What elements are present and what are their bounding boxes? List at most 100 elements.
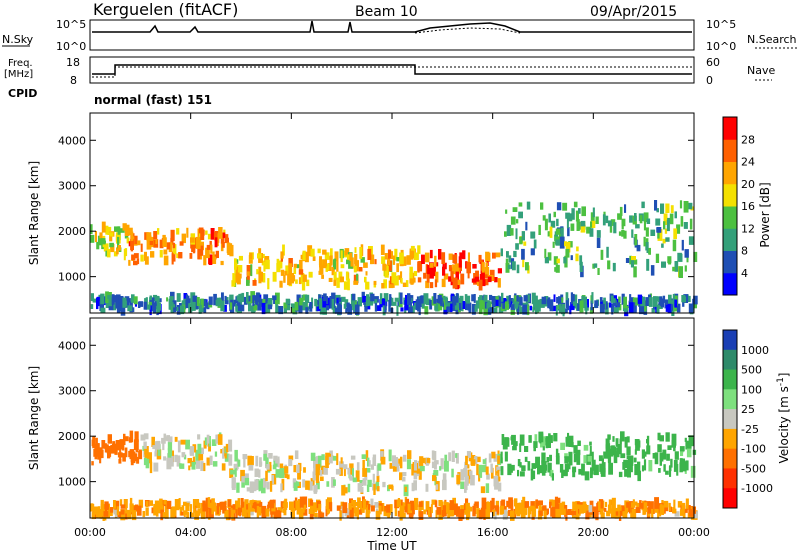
noise-search-line: [414, 27, 521, 34]
scatter-cell: [486, 302, 490, 309]
scatter-cell: [479, 300, 484, 310]
scatter-cell: [657, 229, 663, 241]
scatter-cell: [544, 256, 549, 264]
scatter-cell: [258, 266, 262, 275]
scatter-cell: [485, 483, 490, 493]
scatter-cell: [280, 483, 283, 493]
scatter-cell: [305, 307, 309, 314]
freq-right-label: Nave: [747, 64, 775, 77]
scatter-cell: [505, 258, 509, 266]
scatter-cell: [370, 254, 375, 265]
scatter-cell: [304, 251, 309, 263]
scatter-cell: [100, 293, 105, 305]
scatter-cell: [181, 505, 185, 511]
scatter-cell: [528, 435, 532, 443]
scatter-cell: [535, 500, 539, 506]
scatter-cell: [531, 463, 537, 469]
scatter-cell: [613, 307, 619, 313]
scatter-cell: [673, 460, 678, 472]
scatter-cell: [404, 486, 407, 492]
scatter-cell: [213, 231, 218, 238]
colorbar-segment: [723, 228, 737, 251]
scatter-cell: [652, 453, 656, 459]
x-tick-label: 12:00: [376, 526, 408, 539]
scatter-cell: [312, 256, 316, 261]
scatter-cell: [337, 305, 342, 315]
scatter-cell: [320, 465, 326, 475]
scatter-cell: [562, 202, 568, 211]
scatter-cell: [224, 234, 229, 241]
scatter-cell: [485, 251, 490, 262]
scatter-cell: [253, 295, 258, 300]
scatter-cell: [640, 503, 645, 509]
scatter-cell: [571, 442, 574, 448]
scatter-cell: [90, 234, 95, 243]
scatter-cell: [462, 301, 466, 309]
scatter-cell: [306, 279, 310, 287]
scatter-cell: [538, 224, 541, 235]
scatter-cell: [575, 450, 580, 461]
scatter-cell: [483, 274, 488, 279]
scatter-cell: [365, 500, 369, 508]
scatter-cell: [459, 303, 462, 311]
scatter-cell: [137, 240, 141, 246]
scatter-cell: [213, 293, 217, 306]
scatter-cell: [426, 458, 431, 463]
scatter-cell: [616, 302, 620, 308]
scatter-cell: [94, 455, 98, 460]
scatter-cell: [128, 450, 133, 458]
scatter-cell: [515, 243, 519, 250]
scatter-cell: [124, 296, 130, 308]
scatter-cell: [155, 239, 158, 244]
scatter-cell: [553, 433, 558, 442]
noise-left-tick-top: 10^5: [56, 18, 86, 31]
scatter-cell: [435, 262, 439, 267]
y-tick-label: 2000: [58, 225, 86, 238]
scatter-cell: [101, 440, 106, 449]
scatter-cell: [384, 301, 387, 313]
scatter-cell: [230, 302, 233, 310]
scatter-cell: [142, 511, 146, 518]
scatter-cell: [152, 445, 156, 450]
scatter-cell: [119, 499, 123, 506]
scatter-cell: [645, 501, 650, 507]
scatter-cell: [259, 297, 262, 306]
scatter-cell: [302, 274, 307, 282]
noise-right-tick-top: 10^5: [706, 18, 736, 31]
scatter-cell: [282, 502, 286, 508]
freq-right-tick-top: 60: [706, 56, 720, 69]
scatter-cell: [669, 213, 674, 225]
scatter-cell: [646, 435, 650, 447]
scatter-cell: [672, 294, 675, 306]
scatter-cell: [656, 304, 660, 314]
scatter-cell: [315, 473, 320, 483]
scatter-cell: [107, 434, 112, 444]
scatter-cell: [247, 455, 252, 466]
scatter-cell: [429, 299, 433, 310]
scatter-cell: [630, 502, 636, 508]
scatter-cell: [96, 297, 99, 310]
scatter-cell: [554, 267, 557, 272]
scatter-cell: [221, 292, 224, 305]
scatter-cell: [576, 246, 579, 252]
scatter-cell: [601, 508, 604, 516]
scatter-cell: [203, 255, 207, 266]
scatter-cell: [222, 448, 225, 459]
scatter-cell: [347, 278, 350, 291]
scatter-cell: [146, 239, 152, 250]
scatter-cell: [261, 505, 267, 518]
scatter-cell: [308, 271, 313, 278]
scatter-cell: [200, 502, 204, 514]
scatter-cell: [359, 267, 363, 272]
scatter-cell: [543, 507, 547, 520]
scatter-cell: [659, 435, 664, 442]
scatter-cell: [137, 301, 141, 308]
scatter-cell: [564, 456, 569, 464]
scatter-cell: [610, 303, 615, 312]
scatter-cell: [185, 294, 188, 301]
scatter-cell: [455, 506, 461, 517]
scatter-cell: [454, 303, 458, 310]
scatter-cell: [639, 304, 644, 315]
scatter-cell: [305, 480, 310, 490]
scatter-cell: [435, 271, 439, 283]
